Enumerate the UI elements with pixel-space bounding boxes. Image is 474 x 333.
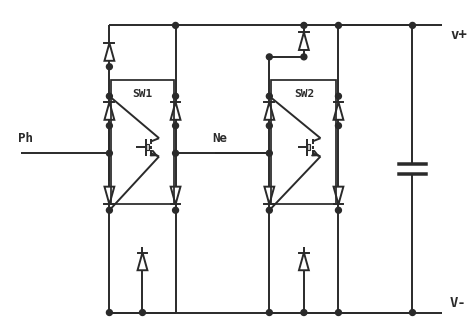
- Text: Ne: Ne: [212, 132, 227, 146]
- Circle shape: [410, 310, 415, 315]
- Circle shape: [301, 310, 307, 315]
- Bar: [146, 145, 149, 150]
- Circle shape: [410, 22, 415, 28]
- Circle shape: [336, 93, 341, 99]
- Text: Ph: Ph: [18, 132, 33, 146]
- Text: v+: v+: [450, 28, 467, 42]
- Bar: [111, 81, 173, 204]
- Circle shape: [266, 310, 272, 315]
- Circle shape: [173, 207, 179, 213]
- Circle shape: [301, 54, 307, 60]
- Circle shape: [266, 123, 272, 129]
- Text: V-: V-: [450, 296, 467, 310]
- Circle shape: [107, 93, 112, 99]
- Circle shape: [107, 310, 112, 315]
- Circle shape: [266, 207, 272, 213]
- Circle shape: [107, 150, 112, 156]
- Circle shape: [107, 64, 112, 70]
- Circle shape: [266, 150, 272, 156]
- Circle shape: [336, 123, 341, 129]
- Bar: [307, 145, 310, 150]
- Bar: [271, 81, 337, 204]
- Circle shape: [173, 22, 179, 28]
- Circle shape: [336, 310, 341, 315]
- Circle shape: [301, 22, 307, 28]
- Circle shape: [107, 207, 112, 213]
- Circle shape: [173, 93, 179, 99]
- Text: SW1: SW1: [132, 89, 153, 99]
- Circle shape: [107, 123, 112, 129]
- Circle shape: [336, 22, 341, 28]
- Circle shape: [266, 54, 272, 60]
- Circle shape: [139, 310, 146, 315]
- Circle shape: [173, 123, 179, 129]
- Circle shape: [266, 93, 272, 99]
- Circle shape: [336, 207, 341, 213]
- Text: SW2: SW2: [294, 89, 314, 99]
- Circle shape: [173, 150, 179, 156]
